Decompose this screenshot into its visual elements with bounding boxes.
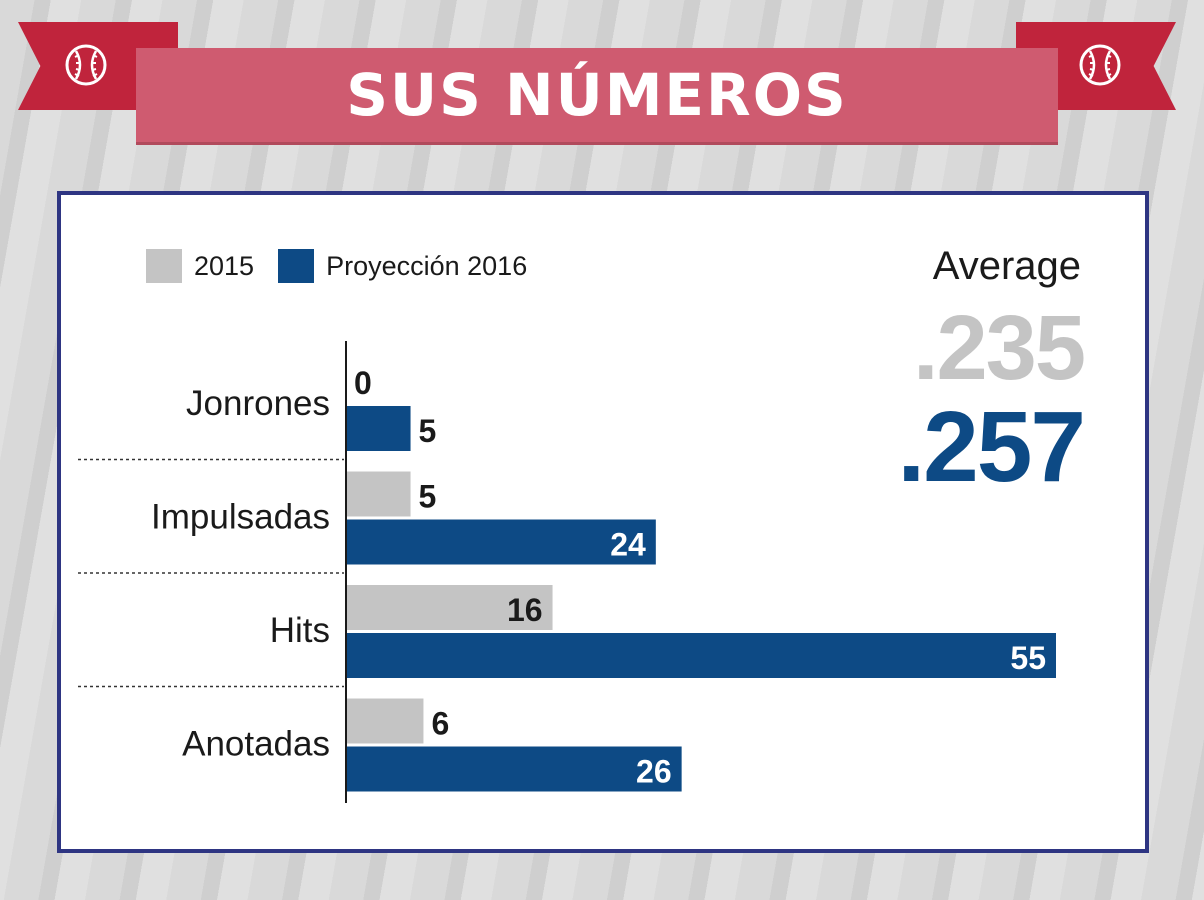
legend-item-2016: Proyección 2016 xyxy=(278,249,527,283)
category-label: Hits xyxy=(270,611,330,650)
data-label: 55 xyxy=(1010,640,1046,676)
category-label: Anotadas xyxy=(182,725,330,764)
bar xyxy=(346,746,682,792)
average-2015-value: .235 xyxy=(912,297,1086,399)
category-label: Impulsadas xyxy=(151,498,330,537)
legend-label-2016: Proyección 2016 xyxy=(326,250,528,281)
bar xyxy=(346,633,1056,678)
data-label: 16 xyxy=(507,592,543,628)
legend-label-2015: 2015 xyxy=(194,250,255,281)
title-banner: SUS NÚMEROS xyxy=(136,48,1058,142)
baseball-icon xyxy=(1079,44,1121,86)
data-label: 5 xyxy=(419,479,437,515)
bar xyxy=(346,698,424,744)
legend-swatch-2016 xyxy=(278,249,315,283)
bar xyxy=(346,471,411,517)
baseball-icon xyxy=(65,44,107,86)
category-label: Jonrones xyxy=(186,384,330,423)
legend: 2015 Proyección 2016 xyxy=(146,249,551,283)
data-label: 6 xyxy=(431,706,449,742)
average-2016-value: .257 xyxy=(897,391,1086,503)
bar xyxy=(346,406,411,451)
average-label: Average xyxy=(932,244,1081,288)
data-label: 0 xyxy=(354,365,372,401)
page-title: SUS NÚMEROS xyxy=(346,61,848,129)
data-label: 26 xyxy=(636,754,672,790)
legend-item-2015: 2015 xyxy=(146,249,254,283)
legend-swatch-2015 xyxy=(146,249,182,283)
data-label: 24 xyxy=(610,527,646,563)
data-label: 5 xyxy=(419,413,437,449)
bar xyxy=(346,585,553,630)
bar xyxy=(346,519,656,565)
